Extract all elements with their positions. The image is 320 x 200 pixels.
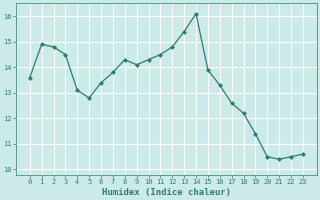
X-axis label: Humidex (Indice chaleur): Humidex (Indice chaleur) <box>102 188 231 197</box>
